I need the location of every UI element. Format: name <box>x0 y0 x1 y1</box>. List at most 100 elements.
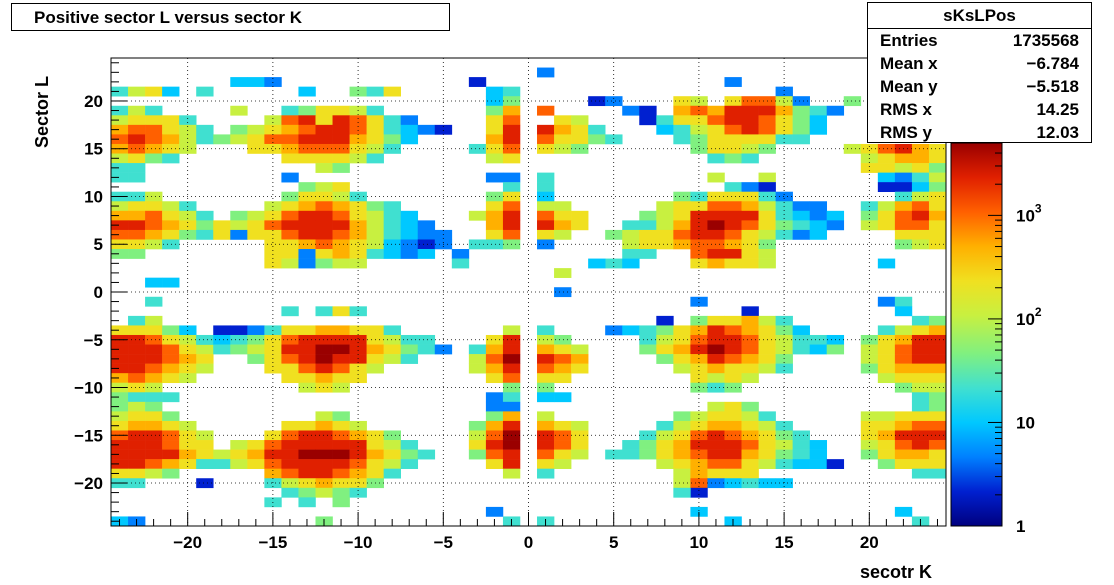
heatmap-cell <box>911 210 930 221</box>
heatmap-cell <box>468 210 487 221</box>
heatmap-cell <box>247 354 265 364</box>
heatmap-cell <box>383 115 401 126</box>
heatmap-cell <box>809 459 828 469</box>
heatmap-cell <box>656 420 674 431</box>
heatmap-cell <box>196 449 214 460</box>
heatmap-cell <box>383 249 401 259</box>
heatmap-cell <box>809 449 828 460</box>
heatmap-cell <box>928 210 947 221</box>
heatmap-cell <box>196 430 214 441</box>
heatmap-cell <box>741 96 759 107</box>
heatmap-cell <box>281 220 299 231</box>
heatmap-cell <box>281 478 299 489</box>
heatmap-cell <box>281 306 299 317</box>
heatmap-cell <box>792 134 810 145</box>
heatmap-cell <box>928 315 947 326</box>
statistics-value: 1735568 <box>1012 31 1079 50</box>
heatmap-cell <box>400 459 419 469</box>
heatmap-cell <box>656 334 674 345</box>
heatmap-cell <box>724 440 742 450</box>
heatmap-cell <box>366 344 384 355</box>
heatmap-cell <box>485 401 504 412</box>
heatmap-cell <box>741 325 759 336</box>
heatmap-cell <box>485 373 504 384</box>
heatmap-cell <box>264 249 282 259</box>
heatmap-cell <box>264 459 282 469</box>
heatmap-cell <box>656 440 674 450</box>
heatmap-cell <box>741 420 759 431</box>
heatmap-cell <box>196 440 214 450</box>
y-axis: −20 −15 −10 −5 0 5 10 15 20 <box>74 62 127 522</box>
heatmap-cell <box>179 134 197 145</box>
heatmap-cell <box>485 153 504 164</box>
x-axis: −20 −15 −10 −5 0 5 10 15 20 <box>119 512 938 552</box>
heatmap-cell <box>162 201 180 212</box>
heatmap-cell <box>128 210 146 221</box>
heatmap-cell <box>451 249 470 259</box>
heatmap-cell <box>894 459 913 469</box>
heatmap-cell <box>162 363 180 374</box>
heatmap-cell <box>724 153 742 164</box>
heatmap-cell <box>230 77 248 87</box>
heatmap-cell <box>690 134 708 145</box>
heatmap-cell <box>281 344 299 355</box>
heatmap-cell <box>911 449 930 460</box>
heatmap-cell <box>502 220 521 231</box>
heatmap-cell <box>724 96 742 107</box>
heatmap-cell <box>894 201 913 212</box>
heatmap-cell <box>741 354 759 364</box>
heatmap-cell <box>298 344 316 355</box>
heatmap-cell <box>673 459 691 469</box>
heatmap-cell <box>213 229 231 240</box>
z-tick-label: 1 <box>1016 517 1025 536</box>
heatmap-cell <box>690 354 708 364</box>
heatmap-cell <box>264 430 282 441</box>
heatmap-cell <box>145 86 163 97</box>
x-tick-label: −20 <box>173 533 202 552</box>
heatmap-cell <box>111 344 129 355</box>
heatmap-cell <box>111 420 129 431</box>
heatmap-cell <box>690 344 708 355</box>
heatmap-cell <box>162 124 180 135</box>
heatmap-cell <box>775 191 793 202</box>
heatmap-cell <box>758 220 776 231</box>
heatmap-cell <box>741 401 759 412</box>
heatmap-cell <box>332 468 350 479</box>
heatmap-cell <box>128 191 146 202</box>
heatmap-cell <box>741 430 759 441</box>
heatmap-cell <box>230 124 248 135</box>
y-tick-label: −15 <box>74 426 103 445</box>
heatmap-cell <box>145 468 163 479</box>
heatmap-cell <box>383 201 401 212</box>
heatmap-cell <box>332 201 350 212</box>
heatmap-cell <box>537 363 555 374</box>
heatmap-cell <box>179 115 197 126</box>
heatmap-cell <box>485 411 504 422</box>
heatmap-cell <box>281 440 299 450</box>
heatmap-cell <box>196 344 214 355</box>
heatmap-cell <box>571 210 589 221</box>
heatmap-cell <box>281 124 299 135</box>
statistics-rows: Entries 1735568 Mean x −6.784 Mean y −5.518 RM… <box>868 29 1091 144</box>
heatmap-cell <box>502 440 521 450</box>
heatmap-cell <box>911 440 930 450</box>
heatmap-cell <box>537 430 555 441</box>
statistics-label: Mean y <box>880 77 938 96</box>
heatmap-cell <box>911 401 930 412</box>
heatmap-cell <box>758 182 776 193</box>
heatmap-cell <box>673 210 691 221</box>
heatmap-cell <box>332 153 350 164</box>
x-tick-label: 15 <box>775 533 794 552</box>
heatmap-cell <box>724 468 742 479</box>
heatmap-cell <box>332 430 350 441</box>
heatmap-cell <box>894 354 913 364</box>
heatmap-cell <box>537 239 555 250</box>
heatmap-cell <box>111 449 129 460</box>
heatmap-cell <box>366 105 384 116</box>
heatmap-cell <box>792 325 810 336</box>
heatmap-cell <box>673 191 691 202</box>
heatmap-cell <box>673 420 691 431</box>
heatmap-cell <box>707 220 725 231</box>
heatmap-cell <box>383 220 401 231</box>
heatmap-cell <box>366 201 384 212</box>
